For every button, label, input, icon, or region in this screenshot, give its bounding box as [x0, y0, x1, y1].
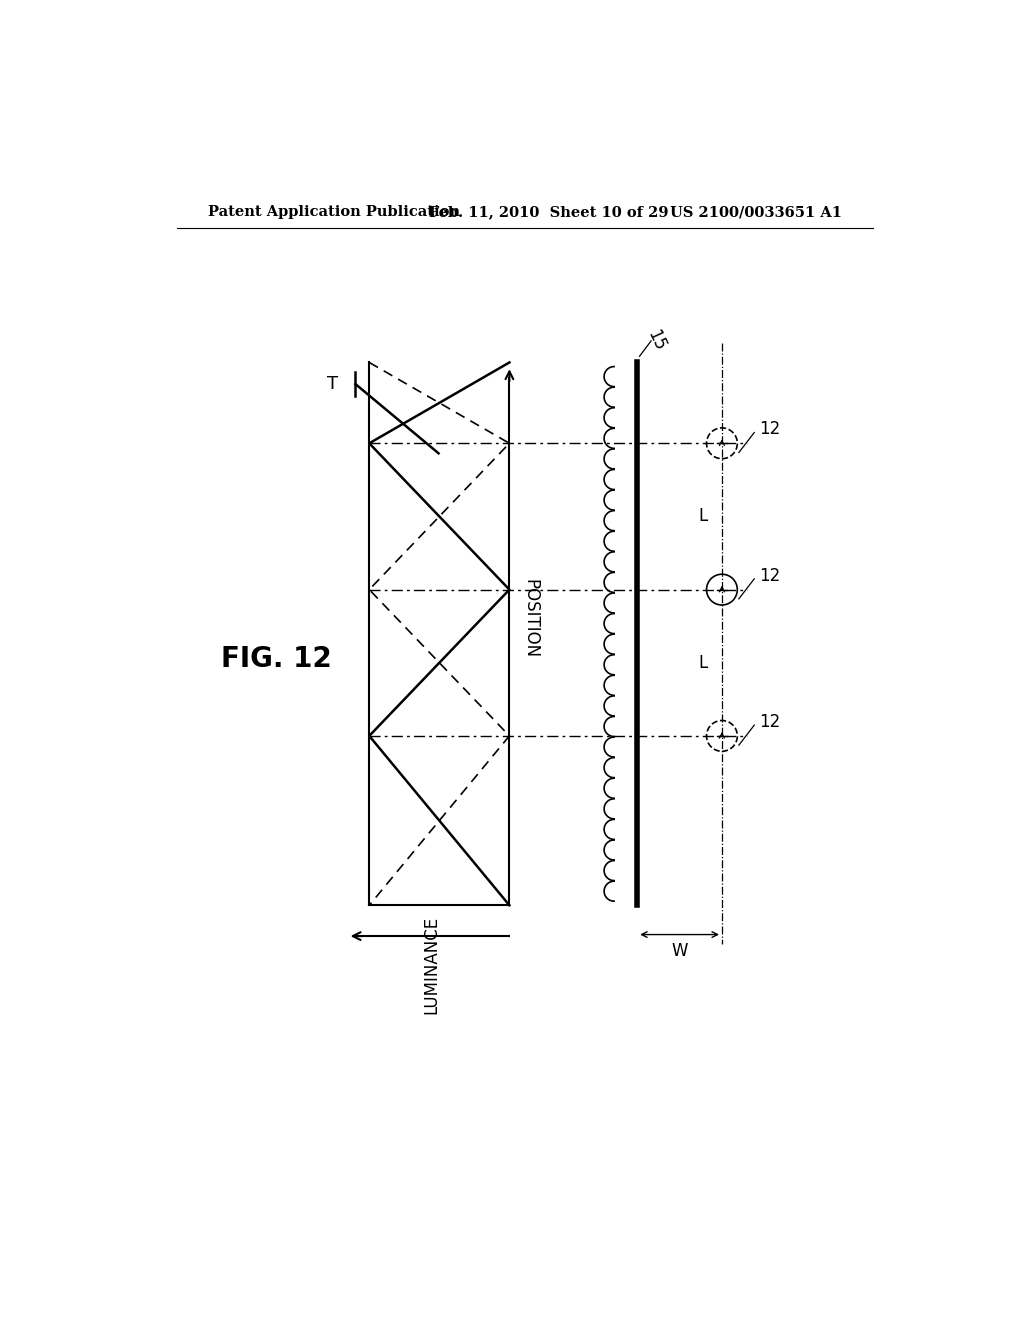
Text: US 2100/0033651 A1: US 2100/0033651 A1 [670, 206, 842, 219]
Text: T: T [328, 375, 339, 393]
Text: W: W [672, 942, 688, 961]
Text: Feb. 11, 2010  Sheet 10 of 29: Feb. 11, 2010 Sheet 10 of 29 [429, 206, 669, 219]
Text: POSITION: POSITION [521, 578, 540, 657]
Text: L: L [698, 507, 708, 525]
Text: 15: 15 [643, 327, 669, 354]
Text: Patent Application Publication: Patent Application Publication [208, 206, 460, 219]
Text: 12: 12 [759, 566, 780, 585]
Text: 12: 12 [759, 713, 780, 731]
Text: FIG. 12: FIG. 12 [221, 645, 332, 673]
Text: 12: 12 [759, 421, 780, 438]
Text: L: L [698, 653, 708, 672]
Text: LUMINANCE: LUMINANCE [423, 916, 440, 1015]
